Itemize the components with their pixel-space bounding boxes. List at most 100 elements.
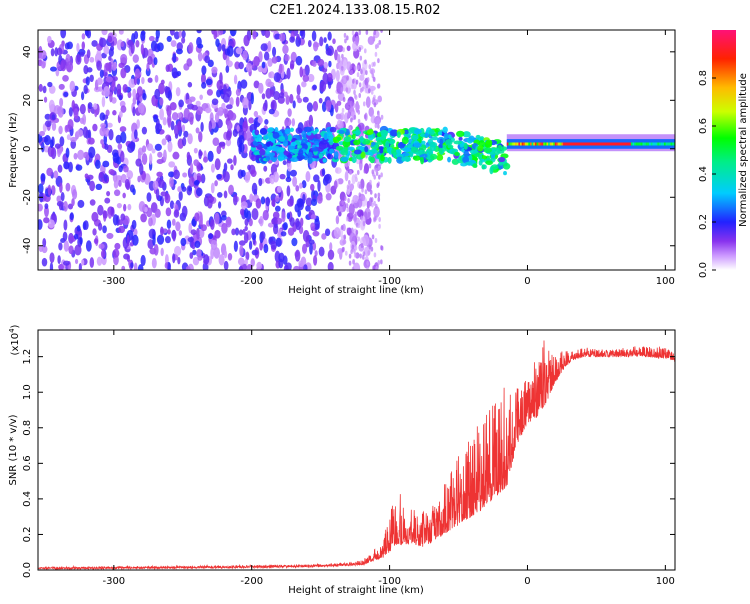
noise-blob	[137, 264, 144, 270]
signal-blob	[493, 147, 501, 156]
noise-blob	[351, 266, 355, 270]
noise-blob	[92, 228, 97, 236]
line-segment	[569, 142, 572, 146]
line-segment	[591, 142, 594, 146]
noise-blob	[199, 94, 203, 100]
noise-blob	[72, 189, 78, 200]
line-segment	[506, 142, 509, 146]
noise-blob	[313, 41, 319, 52]
noise-blob	[159, 97, 164, 106]
signal-blob	[397, 141, 406, 149]
noise-blob	[238, 229, 244, 236]
noise-blob	[287, 160, 292, 172]
noise-blob	[128, 78, 136, 88]
line-segment	[634, 142, 637, 146]
noise-blob	[253, 55, 260, 67]
noise-blob	[116, 202, 122, 209]
noise-blob	[335, 113, 342, 120]
line-segment	[663, 142, 666, 146]
noise-blob	[319, 36, 324, 47]
noise-blob	[335, 69, 340, 82]
line-segment	[652, 142, 655, 146]
line-segment	[581, 142, 584, 146]
noise-blob	[328, 60, 332, 68]
noise-blob	[46, 167, 53, 177]
line-segment	[561, 142, 564, 146]
noise-blob	[214, 212, 220, 225]
noise-blob	[229, 112, 237, 121]
noise-blob	[246, 264, 253, 270]
noise-blob	[314, 250, 318, 257]
noise-blob	[347, 180, 351, 186]
noise-blob	[120, 53, 128, 64]
noise-blob	[267, 57, 273, 67]
noise-blob	[187, 236, 195, 243]
noise-blob	[325, 48, 332, 56]
noise-blob	[151, 257, 157, 269]
noise-blob	[130, 41, 135, 54]
line-segment	[516, 142, 519, 146]
noise-blob	[172, 229, 176, 242]
noise-blob	[309, 242, 313, 255]
noise-blob	[364, 189, 368, 195]
noise-blob	[170, 120, 175, 131]
line-segment	[546, 142, 549, 146]
noise-blob	[199, 215, 203, 226]
line-segment	[597, 142, 600, 146]
noise-blob	[332, 38, 336, 45]
noise-blob	[260, 43, 268, 52]
noise-blob	[189, 162, 194, 175]
noise-blob	[306, 102, 313, 112]
noise-blob	[267, 222, 274, 228]
noise-blob	[146, 62, 150, 72]
noise-blob	[39, 130, 46, 137]
noise-blob	[172, 52, 177, 64]
noise-blob	[275, 237, 282, 248]
snr-y-label: SNR (10 * v/v)	[8, 414, 19, 485]
line-segment	[566, 142, 569, 146]
noise-blob	[225, 216, 232, 228]
noise-blob	[77, 149, 85, 161]
noise-blob	[358, 46, 362, 52]
noise-blob	[250, 169, 257, 178]
noise-blob	[74, 244, 82, 256]
noise-blob	[135, 92, 140, 101]
line-segment	[579, 142, 582, 146]
noise-blob	[289, 217, 295, 227]
noise-blob	[210, 239, 218, 251]
noise-blob	[242, 97, 249, 109]
x-tick-label: -100	[378, 276, 401, 287]
noise-blob	[83, 84, 88, 95]
noise-blob	[182, 172, 188, 178]
noise-blob	[223, 171, 230, 183]
signal-blob	[463, 142, 468, 150]
noise-blob	[373, 102, 377, 108]
noise-blob	[97, 222, 103, 231]
line-segment	[564, 142, 567, 146]
noise-blob	[67, 203, 74, 210]
signal-blob	[270, 146, 278, 152]
signal-blob	[256, 144, 263, 150]
noise-blob	[357, 198, 363, 208]
signal-blob	[424, 132, 429, 139]
noise-blob	[293, 265, 301, 270]
noise-blob	[367, 186, 371, 192]
noise-blob	[347, 112, 350, 118]
noise-blob	[296, 94, 301, 100]
noise-blob	[216, 173, 222, 180]
noise-blob	[200, 121, 204, 133]
noise-blob	[181, 36, 186, 44]
line-segment	[576, 142, 579, 146]
signal-blob	[447, 134, 452, 139]
noise-blob	[76, 225, 81, 232]
signal-blob	[340, 149, 349, 156]
noise-blob	[317, 58, 325, 67]
noise-blob	[148, 153, 153, 165]
signal-blob	[478, 159, 483, 166]
noise-blob	[175, 221, 181, 232]
signal-blob	[307, 151, 313, 158]
noise-blob	[60, 191, 65, 202]
noise-blob	[113, 189, 121, 197]
noise-blob	[168, 171, 175, 178]
noise-blob	[349, 107, 355, 113]
